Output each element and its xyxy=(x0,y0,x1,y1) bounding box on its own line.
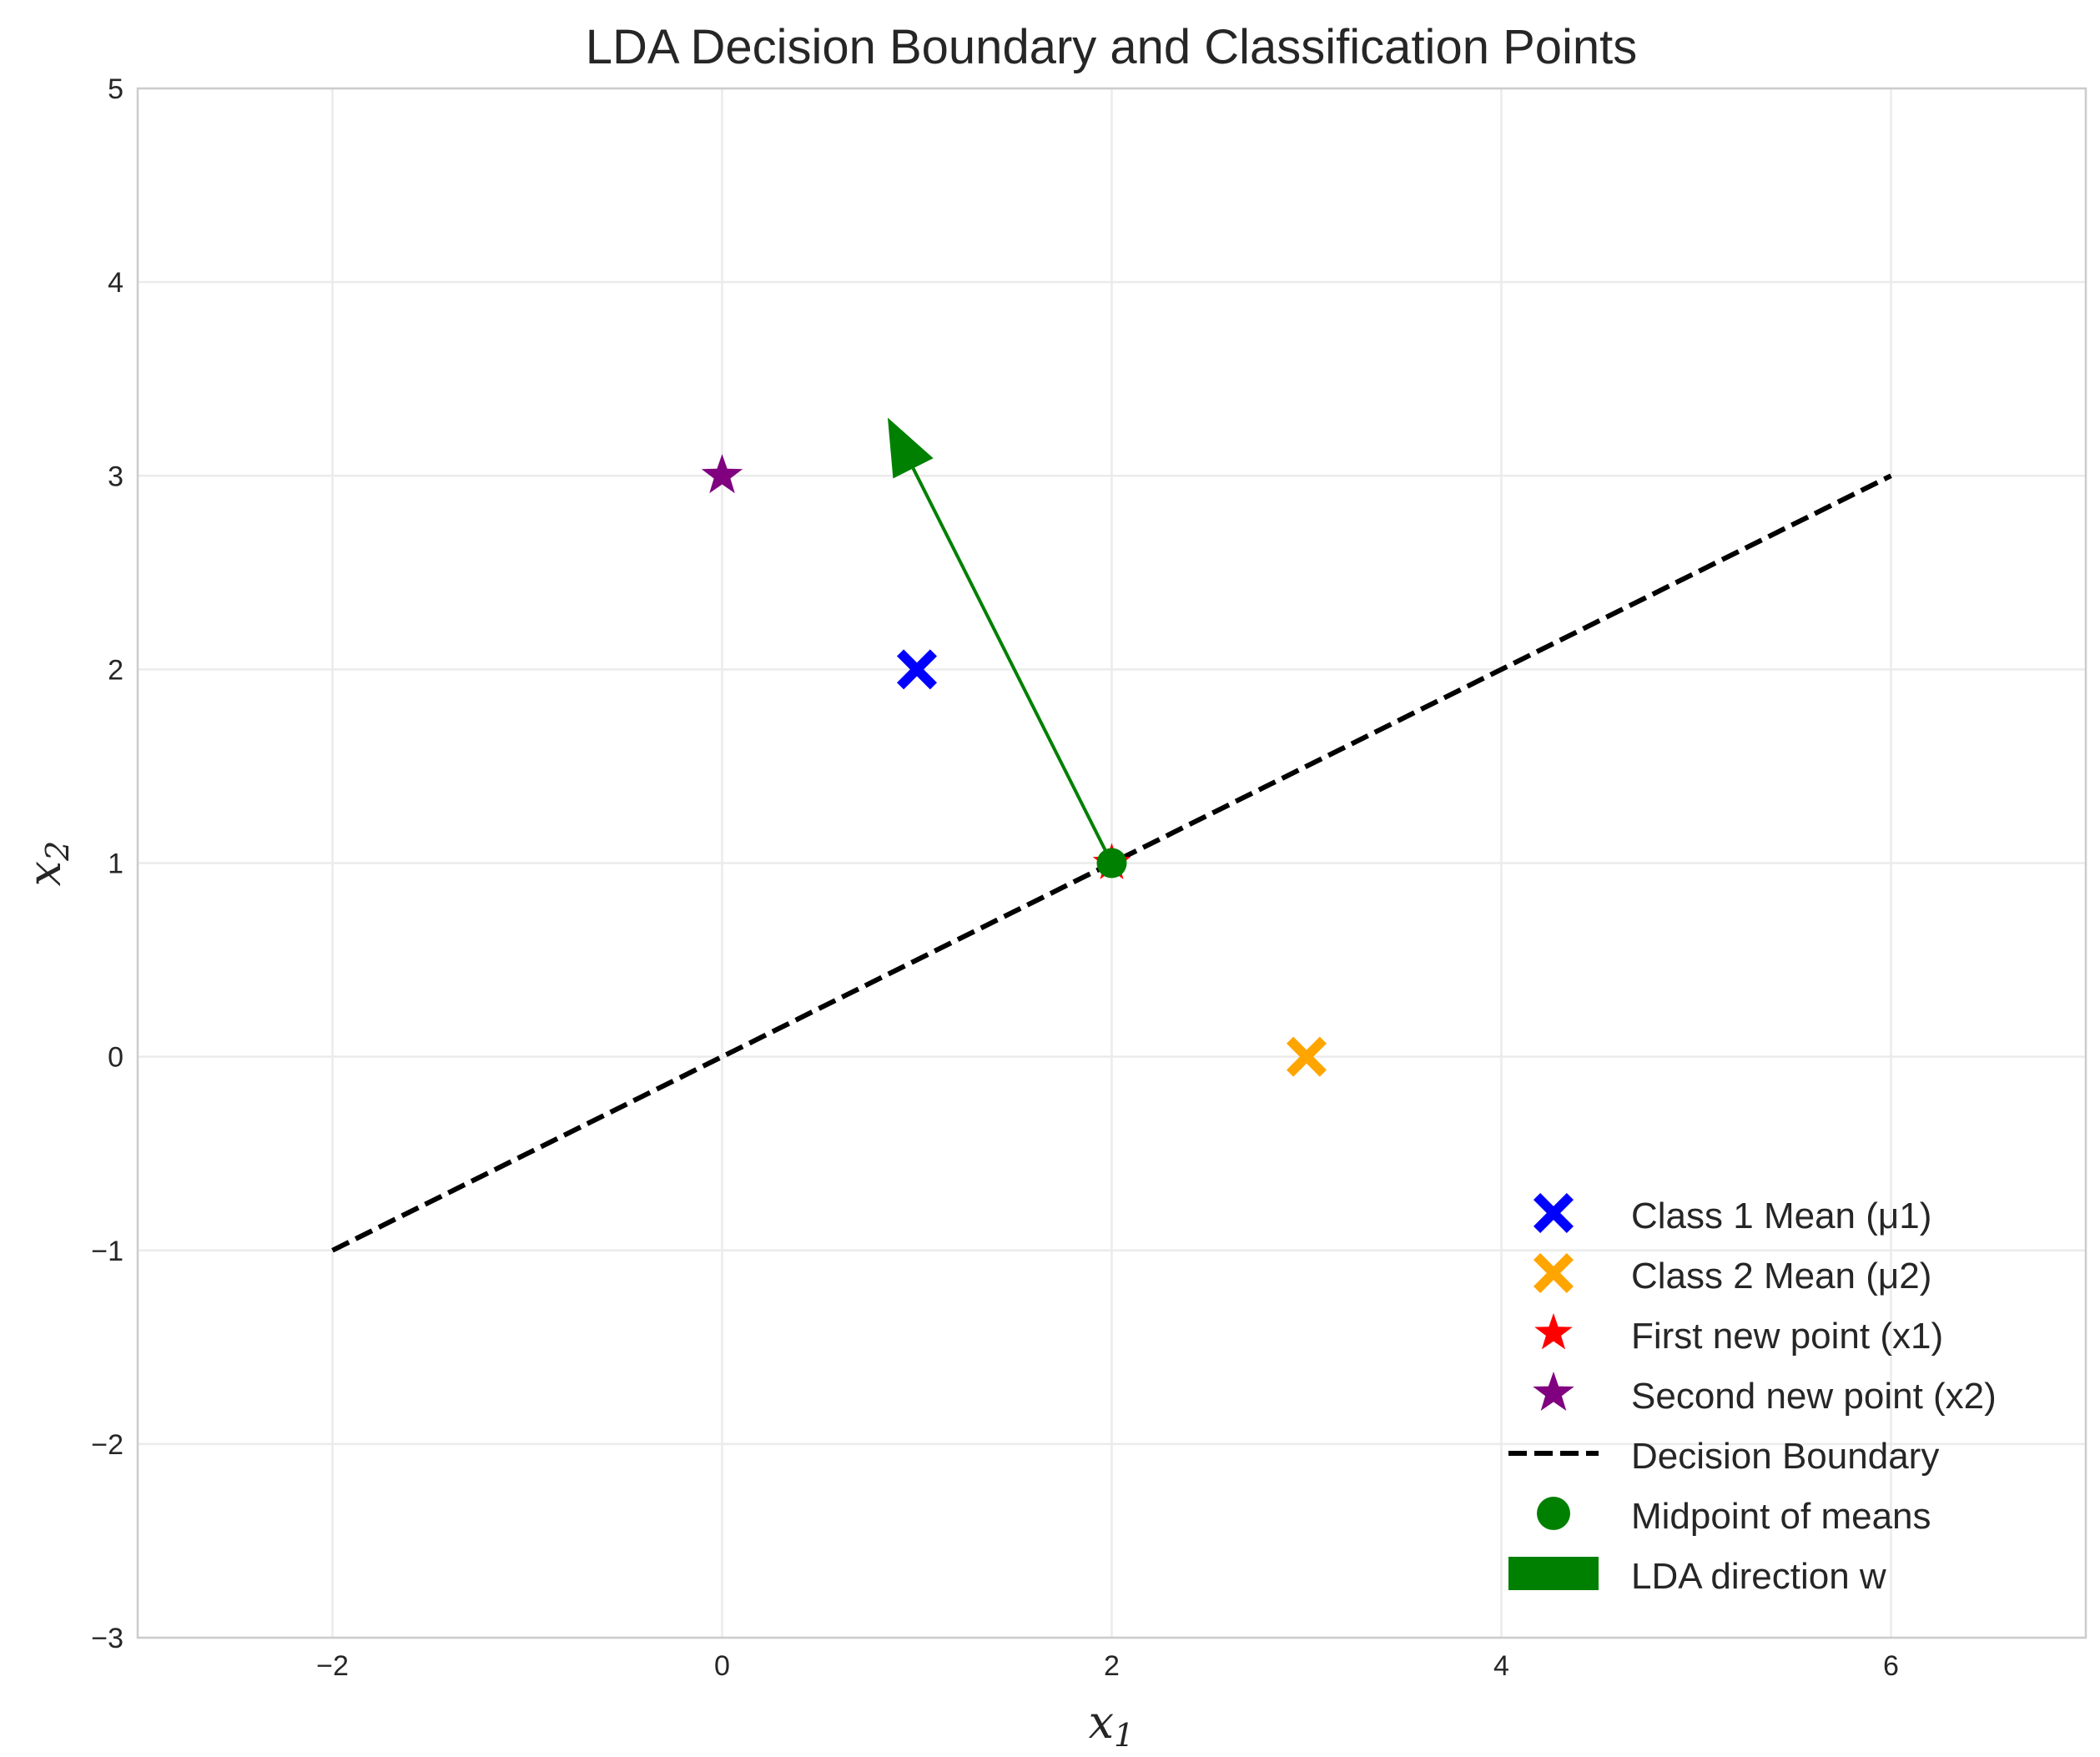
legend-label-decision-boundary: Decision Boundary xyxy=(1631,1436,1939,1477)
legend-symbol-class1 xyxy=(1533,1193,1574,1233)
legend-symbol-second-new-point xyxy=(1533,1372,1574,1411)
y-tick-label: 3 xyxy=(108,461,123,492)
lda-direction-arrow-head xyxy=(887,417,934,479)
legend-class2-marker xyxy=(1533,1253,1574,1293)
y-axis-label-main: x xyxy=(18,861,71,886)
legend-item-decision-boundary: Decision Boundary xyxy=(1508,1436,1939,1477)
y-tick-label: 1 xyxy=(108,848,123,880)
legend-symbol-lda-direction xyxy=(1508,1557,1599,1590)
legend-item-first-new-point: First new point (x1) xyxy=(1534,1313,1943,1357)
legend-lda-direction-patch xyxy=(1508,1557,1599,1590)
legend-symbol-midpoint xyxy=(1537,1497,1570,1530)
legend-item-class2: Class 2 Mean (μ2) xyxy=(1533,1253,1931,1296)
class2-mean-marker xyxy=(1287,1036,1327,1077)
legend-label-second-new-point: Second new point (x2) xyxy=(1631,1376,1997,1417)
plot-frame xyxy=(136,87,2087,1639)
x-axis-label-main: x xyxy=(1089,1696,1114,1749)
x-tick-label: −2 xyxy=(316,1650,349,1682)
x-axis-label-sub: 1 xyxy=(1114,1717,1134,1754)
y-axis-label-sub: 2 xyxy=(39,841,76,862)
legend-item-second-new-point: Second new point (x2) xyxy=(1533,1372,1997,1417)
y-tick-label: −2 xyxy=(91,1429,123,1461)
ticks: −2 0 2 4 6 −3 −2 −1 0 1 2 3 4 5 xyxy=(91,73,1899,1682)
x-axis-label: x1 xyxy=(1089,1696,1135,1754)
legend: Class 1 Mean (μ1) Class 2 Mean (μ2) Firs… xyxy=(1508,1193,1997,1597)
y-tick-label: −3 xyxy=(91,1623,123,1654)
x-tick-label: 4 xyxy=(1493,1650,1509,1682)
legend-label-class2: Class 2 Mean (μ2) xyxy=(1631,1256,1931,1296)
x-tick-label: 2 xyxy=(1104,1650,1120,1682)
y-tick-label: 0 xyxy=(108,1042,123,1074)
legend-midpoint-marker xyxy=(1537,1497,1570,1530)
x-tick-label: 6 xyxy=(1883,1650,1899,1682)
legend-first-new-point-marker xyxy=(1534,1313,1573,1350)
legend-item-lda-direction: LDA direction w xyxy=(1508,1556,1886,1597)
y-tick-label: 4 xyxy=(108,267,123,299)
legend-item-midpoint: Midpoint of means xyxy=(1537,1496,1931,1537)
y-tick-label: 2 xyxy=(108,654,123,686)
y-tick-label: 5 xyxy=(108,73,123,105)
legend-item-class1: Class 1 Mean (μ1) xyxy=(1533,1193,1931,1236)
legend-label-lda-direction: LDA direction w xyxy=(1631,1556,1886,1597)
plot-data xyxy=(331,417,1892,1253)
class1-mean-marker xyxy=(897,649,937,690)
legend-symbol-first-new-point xyxy=(1534,1313,1573,1350)
lda-direction-arrow-shaft xyxy=(911,467,1114,864)
legend-label-class1: Class 1 Mean (μ1) xyxy=(1631,1196,1931,1236)
legend-label-midpoint: Midpoint of means xyxy=(1631,1496,1931,1537)
y-tick-label: −1 xyxy=(91,1236,123,1267)
legend-class1-marker xyxy=(1533,1193,1574,1233)
x-tick-label: 0 xyxy=(714,1650,730,1682)
chart-title: LDA Decision Boundary and Classification… xyxy=(586,20,1638,74)
legend-label-first-new-point: First new point (x1) xyxy=(1631,1316,1943,1357)
legend-second-new-point-marker xyxy=(1533,1372,1574,1411)
second-new-point-marker xyxy=(701,454,743,494)
y-axis-label: x2 xyxy=(18,841,76,887)
legend-symbol-class2 xyxy=(1533,1253,1574,1293)
